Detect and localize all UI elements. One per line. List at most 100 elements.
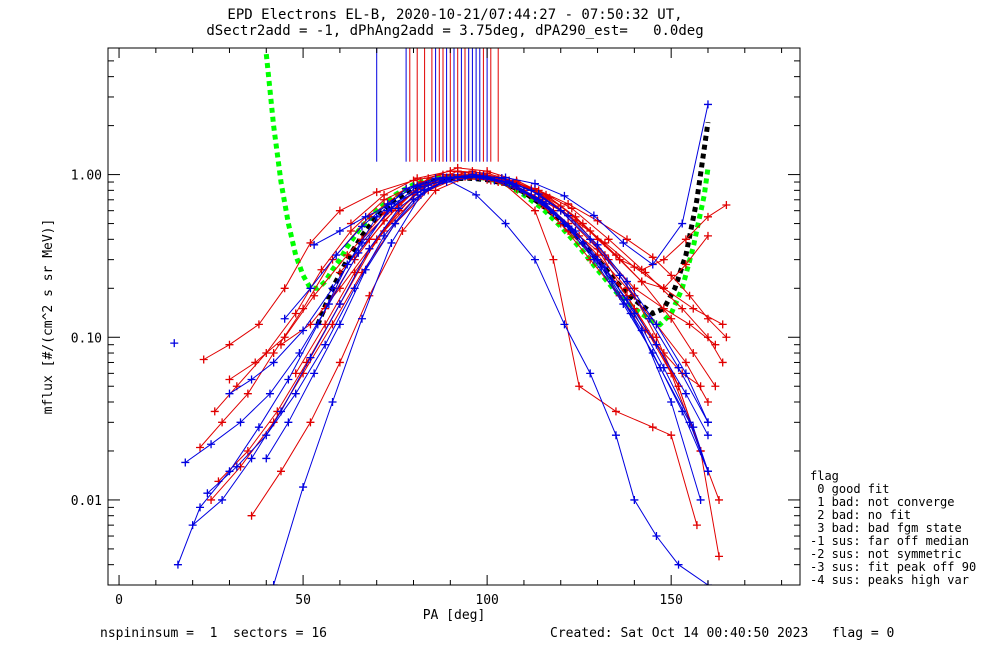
series-line-3 [199,176,702,452]
data-point-22-6 [438,173,447,182]
data-point-22-15 [674,560,683,569]
data-point-20-0 [269,581,278,585]
flag-legend: flag 0 good fit 1 bad: not converge 2 ba… [810,470,976,587]
plot-area [170,48,731,585]
series-line-16 [185,175,709,472]
series-line-11 [251,175,698,526]
data-point-16-4 [295,349,304,358]
data-point-11-5 [398,227,407,236]
data-point-21-1 [284,418,293,427]
data-point-19-2 [262,431,271,440]
data-point-6-3 [310,291,319,300]
data-point-23-5 [442,178,451,187]
data-point-14-14 [703,231,712,240]
data-point-6-11 [604,235,613,244]
data-point-17-5 [335,300,344,309]
x-axis-label: PA [deg] [423,608,486,623]
data-point-11-9 [530,206,539,215]
data-point-15-1 [196,503,205,512]
data-point-11-1 [277,467,285,476]
data-point-2-0 [199,355,208,364]
data-point-23-0 [310,240,319,249]
data-point-9-12 [659,255,668,264]
data-point-14-10 [615,255,624,264]
data-point-17-1 [218,495,227,504]
data-point-15-0 [173,560,182,569]
legend-item: 3 bad: bad fgm state [810,521,962,535]
data-point-21-0 [262,454,271,463]
x-tick-label: 0 [115,593,123,608]
data-point-20-3 [357,314,366,323]
data-point-20-2 [328,397,337,406]
data-point-21-16 [703,467,712,476]
data-point-7-12 [630,263,639,272]
data-point-15-6 [343,260,352,269]
legend-item: -3 sus: fit peak off 90 [810,560,977,574]
data-point-16-5 [324,300,333,309]
data-point-20-12 [623,295,631,304]
data-point-21-15 [685,418,694,427]
data-point-23-4 [413,188,422,197]
data-point-14-11 [637,277,646,286]
data-point-21-7 [450,173,458,182]
data-point-9-14 [703,212,712,221]
data-point-13-13 [703,314,712,323]
data-point-16-1 [207,440,216,449]
data-point-15-3 [254,423,263,432]
data-point-22-11 [586,369,595,378]
data-point-23-7 [501,173,510,182]
data-point-17-7 [394,204,403,213]
data-point-22-0 [280,314,289,323]
data-point-5-1 [243,446,252,455]
data-point-19-13 [586,235,595,244]
data-point-10-8 [611,251,620,260]
data-point-23-12 [648,260,657,269]
data-point-6-0 [225,375,234,384]
data-point-2-5 [335,206,344,215]
data-point-21-14 [656,363,665,372]
legend-title: flag [810,469,839,483]
data-point-19-15 [645,314,654,323]
data-point-13-12 [685,291,694,300]
data-point-18-3 [299,326,308,335]
data-point-11-11 [575,382,584,391]
legend-item: 1 bad: not converge [810,495,955,509]
data-point-10-11 [689,349,698,358]
data-point-15-18 [696,495,705,504]
data-point-24-0 [170,339,179,348]
data-point-3-3 [269,349,278,358]
data-point-19-14 [615,271,624,280]
x-tick-label: 50 [295,593,311,608]
data-point-6-14 [703,333,712,342]
data-point-4-3 [291,309,300,318]
data-point-8-18 [715,552,724,561]
series-line-17 [192,176,709,526]
data-point-13-7 [564,199,573,208]
data-point-12-0 [291,369,300,378]
data-point-11-0 [247,511,256,520]
legend-item: -4 sus: peaks high var [810,573,969,587]
data-point-19-1 [232,462,241,471]
plot-frame [107,47,801,586]
data-point-22-12 [611,431,620,440]
data-point-18-15 [652,320,661,329]
data-point-13-10 [648,253,657,262]
series-line-15 [177,175,702,565]
data-point-10-2 [413,174,422,183]
data-point-2-4 [306,238,315,247]
data-point-3-0 [196,443,205,452]
data-point-21-4 [361,265,370,274]
footer-left: nspininsum = 1 sectors = 16 [100,626,327,641]
x-tick-label: 100 [475,593,498,608]
data-point-2-3 [280,284,289,293]
data-point-6-4 [343,251,352,260]
data-point-19-12 [556,206,565,215]
data-point-23-11 [619,238,628,247]
data-point-21-12 [597,263,606,272]
legend-item: -1 sus: far off median [810,534,969,548]
data-point-16-3 [265,389,274,398]
data-point-12-2 [350,268,359,277]
data-point-18-2 [269,358,278,367]
data-point-19-0 [203,489,212,498]
data-point-14-12 [659,284,668,293]
